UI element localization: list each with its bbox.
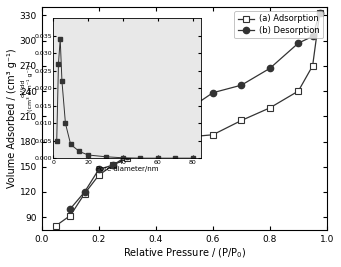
(b) Desorption	[125, 154, 129, 158]
(a) Adsorption	[182, 136, 187, 139]
(a) Adsorption	[239, 119, 243, 122]
Line: (a) Adsorption: (a) Adsorption	[53, 10, 323, 229]
(b) Desorption	[296, 41, 300, 45]
Legend: (a) Adsorption, (b) Desorption: (a) Adsorption, (b) Desorption	[235, 11, 323, 38]
(a) Adsorption	[54, 224, 58, 227]
Line: (b) Desorption: (b) Desorption	[67, 10, 323, 212]
(a) Adsorption	[318, 11, 322, 14]
(a) Adsorption	[296, 89, 300, 93]
(b) Desorption	[97, 168, 101, 171]
(a) Adsorption	[125, 157, 129, 160]
(a) Adsorption	[311, 64, 315, 68]
(b) Desorption	[182, 111, 187, 114]
(b) Desorption	[111, 163, 115, 167]
(a) Adsorption	[211, 133, 215, 136]
(b) Desorption	[311, 35, 315, 38]
(a) Adsorption	[68, 214, 72, 217]
(a) Adsorption	[268, 106, 272, 109]
(b) Desorption	[318, 11, 322, 14]
X-axis label: Relative Pressure / (P/P$_{\mathregular{0}}$): Relative Pressure / (P/P$_{\mathregular{…	[123, 246, 246, 260]
(b) Desorption	[268, 67, 272, 70]
(b) Desorption	[211, 91, 215, 94]
(b) Desorption	[68, 207, 72, 210]
Y-axis label: Volume Adsorbed / (cm³ g⁻¹): Volume Adsorbed / (cm³ g⁻¹)	[7, 49, 17, 188]
(b) Desorption	[239, 84, 243, 87]
(a) Adsorption	[111, 163, 115, 167]
(b) Desorption	[154, 142, 158, 145]
(a) Adsorption	[154, 147, 158, 150]
(a) Adsorption	[83, 192, 87, 195]
(a) Adsorption	[97, 174, 101, 177]
(b) Desorption	[83, 190, 87, 194]
